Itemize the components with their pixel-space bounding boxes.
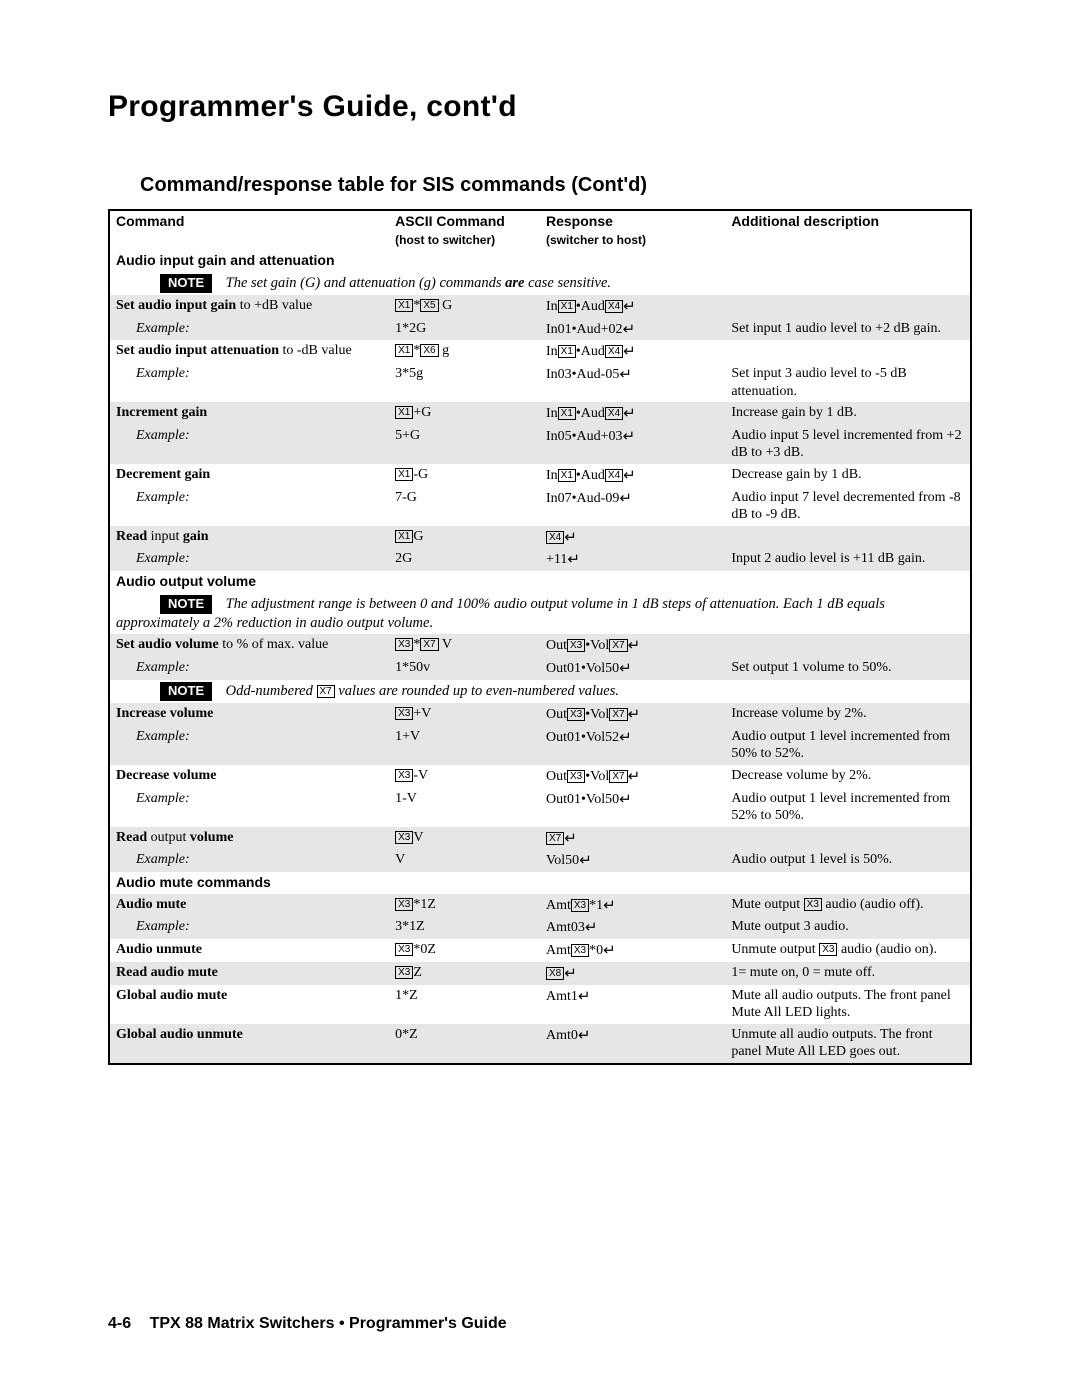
header-row: Command ASCII Command(host to switcher) … [109,210,971,250]
footer-title-2: Programmer's Guide [349,1315,507,1332]
note-badge: NOTE [160,274,212,293]
col-desc: Additional description [725,210,971,250]
table-row: Set audio input gain to +dB value X1*X5 … [109,295,971,318]
command-table: Command ASCII Command(host to switcher) … [108,209,972,1065]
table-row: Read audio mute X3Z X8↵ 1= mute on, 0 = … [109,962,971,985]
table-row: Read input gain X1G X4↵ [109,526,971,549]
section-title: Command/response table for SIS commands … [140,174,972,197]
table-row: Read output volume X3V X7↵ [109,827,971,850]
table-row: Audio unmute X3*0Z AmtX3*0↵ Unmute outpu… [109,939,971,962]
group-audio-mute: Audio mute commands [109,872,971,894]
table-row: Decrease volume X3-V OutX3•VolX7↵ Decrea… [109,765,971,788]
note-badge: NOTE [160,595,212,614]
table-row: Example:2G +11↵Input 2 audio level is +1… [109,548,971,571]
note-text: The adjustment range is between 0 and 10… [116,596,885,631]
table-row: Audio mute X3*1Z AmtX3*1↵ Mute output X3… [109,894,971,917]
table-row: Example:3*1Z Amt03↵Mute output 3 audio. [109,916,971,939]
group-audio-output: Audio output volume [109,571,971,593]
table-row: Example:1*2G In01•Aud+02↵Set input 1 aud… [109,318,971,341]
table-row: Example:7-G In07•Aud-09↵Audio input 7 le… [109,487,971,526]
note-text: Odd-numbered X7 values are rounded up to… [226,683,619,699]
note-text: The set gain (G) and attenuation (g) com… [226,275,611,291]
table-row: Global audio mute 1*Z Amt1↵ Mute all aud… [109,985,971,1024]
col-ascii: ASCII Command(host to switcher) [389,210,540,250]
table-row: Example:5+G In05•Aud+03↵Audio input 5 le… [109,425,971,464]
page-number: 4-6 [108,1315,131,1332]
col-response: Response(switcher to host) [540,210,725,250]
table-row: Example:1-V Out01•Vol50↵Audio output 1 l… [109,788,971,827]
table-row: Global audio unmute 0*Z Amt0↵ Unmute all… [109,1024,971,1064]
col-command: Command [109,210,389,250]
table-row: Example:1+V Out01•Vol52↵Audio output 1 l… [109,726,971,765]
note-row: NOTE The set gain (G) and attenuation (g… [109,272,971,295]
table-row: Decrement gain X1-G InX1•AudX4↵ Decrease… [109,464,971,487]
note-row: NOTE The adjustment range is between 0 a… [109,593,971,635]
table-row: Increase volume X3+V OutX3•VolX7↵ Increa… [109,703,971,726]
table-row: Increment gain X1+G InX1•AudX4↵ Increase… [109,402,971,425]
table-row: Example:3*5g In03•Aud-05↵Set input 3 aud… [109,363,971,402]
page-footer: 4-6 TPX 88 Matrix Switchers • Programmer… [108,1315,972,1333]
table-row: Example:V Vol50↵Audio output 1 level is … [109,849,971,872]
note-row: NOTE Odd-numbered X7 values are rounded … [109,680,971,703]
page-title: Programmer's Guide, cont'd [108,90,972,124]
table-row: Set audio input attenuation to -dB value… [109,340,971,363]
group-audio-input: Audio input gain and attenuation [109,250,971,272]
table-row: Example:1*50v Out01•Vol50↵Set output 1 v… [109,657,971,680]
footer-title-1: TPX 88 Matrix Switchers • [150,1315,349,1332]
table-row: Set audio volume to % of max. value X3*X… [109,634,971,657]
note-badge: NOTE [160,682,212,701]
